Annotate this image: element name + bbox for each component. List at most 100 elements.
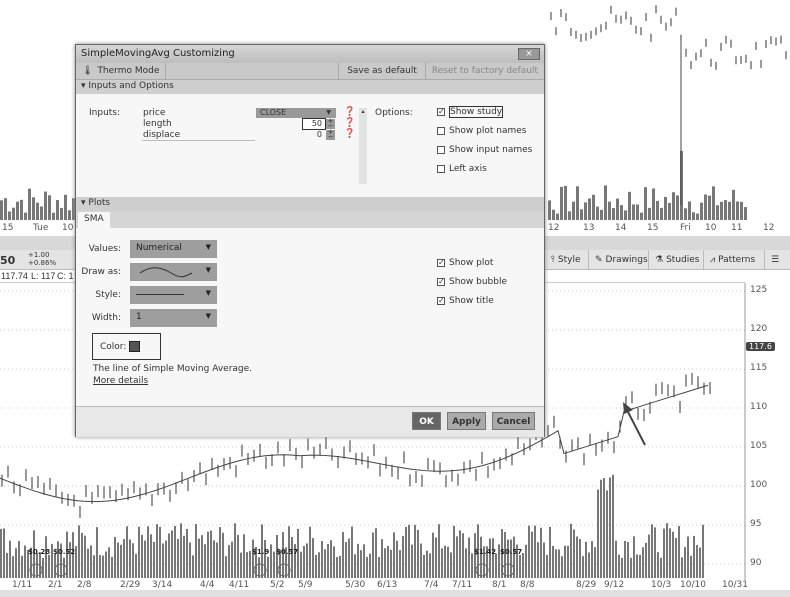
dividend-icon — [501, 563, 515, 577]
volume-bar — [606, 490, 608, 578]
dividend-label[interactable]: $0.52 — [53, 548, 76, 556]
dividend-label[interactable]: $1.9 — [252, 548, 270, 556]
style-button[interactable]: ⫯ Style — [544, 250, 587, 270]
option-checkbox[interactable]: Show plot names — [437, 126, 526, 136]
date-tick: 10/3 — [651, 580, 672, 590]
volume-bar — [63, 557, 65, 578]
inputs-section-header[interactable]: ▾ Inputs and Options — [76, 80, 544, 94]
volume-bar — [537, 542, 539, 578]
volume-bar — [52, 212, 55, 220]
option-checkbox[interactable]: Left axis — [437, 164, 487, 174]
volume-bar — [96, 527, 98, 578]
volume-bar — [195, 523, 197, 578]
volume-bar — [447, 546, 449, 578]
studies-button[interactable]: ⚗ Studies — [648, 250, 705, 270]
time-label: 15 — [647, 223, 659, 233]
displace-input[interactable]: 0 — [316, 130, 322, 139]
volume-bar — [267, 556, 269, 578]
menu-button[interactable]: ☰ — [764, 250, 785, 270]
volume-bar — [564, 185, 567, 220]
plot-option-checkbox[interactable]: ✓ Show plot — [437, 258, 493, 268]
length-stepper[interactable]: + − — [326, 117, 335, 130]
volume-bar — [405, 526, 407, 578]
date-tick: 8/8 — [520, 580, 535, 590]
help-icon[interactable]: ❓ — [344, 107, 356, 117]
thermo-mode-button[interactable]: 🌡 Thermo Mode — [76, 63, 167, 79]
plots-panel: Values: Numerical ▼ Draw as: ▼ Style: ▼ W… — [76, 228, 544, 405]
volume-bar — [42, 557, 44, 578]
dividend-label[interactable]: $1.42 — [474, 548, 497, 556]
patterns-button[interactable]: ⩘ Patterns — [703, 250, 761, 270]
volume-bar — [654, 527, 656, 578]
price-select[interactable]: CLOSE ▼ — [256, 108, 336, 118]
more-details-link[interactable]: More details — [93, 376, 149, 386]
volume-bar — [648, 534, 650, 578]
help-icon[interactable]: ❓ — [344, 129, 356, 139]
color-swatch[interactable] — [129, 341, 140, 352]
volume-bar — [261, 524, 263, 578]
plot-option-checkbox[interactable]: ✓ Show title — [437, 296, 494, 306]
drawings-button[interactable]: ✎ Drawings — [588, 250, 654, 270]
volume-bar — [453, 525, 455, 578]
tab-sma[interactable]: SMA — [78, 212, 110, 228]
time-label: 13 — [583, 223, 595, 233]
values-select[interactable]: Numerical ▼ — [130, 240, 217, 258]
color-label: Color: — [100, 342, 127, 352]
style-select[interactable]: ▼ — [130, 286, 217, 304]
volume-bar — [585, 541, 587, 578]
volume-bar — [4, 198, 7, 220]
volume-bar — [363, 544, 365, 578]
volume-bar — [285, 547, 287, 578]
inputs-scrollbar[interactable]: ▴ — [359, 108, 367, 184]
ok-button[interactable]: OK — [412, 412, 441, 430]
length-input[interactable]: 50 — [302, 118, 326, 130]
plot-option-checkbox[interactable]: ✓ Show bubble — [437, 277, 507, 287]
volume-bar — [138, 526, 140, 578]
dividend-label[interactable]: $0.28 — [28, 548, 51, 556]
thermometer-icon: 🌡 — [82, 66, 94, 76]
price-tick: 115 — [750, 363, 768, 373]
volume-bar — [12, 556, 14, 578]
close-button[interactable]: × — [518, 48, 540, 60]
volume-bar — [570, 523, 572, 578]
volume-bar — [102, 555, 104, 578]
volume-bar — [712, 186, 715, 220]
dialog-title: SimpleMovingAvg Customizing — [76, 45, 544, 63]
volume-bar — [480, 536, 482, 578]
save-as-default-button[interactable]: Save as default — [338, 63, 425, 79]
volume-bar — [656, 200, 659, 220]
volume-bar — [309, 526, 311, 578]
volume-bar — [15, 548, 17, 578]
volume-bar — [429, 553, 431, 578]
apply-button[interactable]: Apply — [447, 412, 486, 430]
width-select[interactable]: 1 ▼ — [130, 309, 217, 327]
option-checkbox[interactable]: ✓ Show study — [437, 106, 504, 118]
displace-stepper[interactable]: + − — [326, 128, 335, 141]
plots-section-header[interactable]: ▾ Plots — [76, 197, 544, 211]
dividend-label[interactable]: $0.57 — [276, 548, 299, 556]
reset-to-factory-default-button[interactable]: Reset to factory default — [424, 63, 544, 79]
volume-bar — [519, 554, 521, 578]
price-tick: 95 — [750, 519, 762, 529]
help-icon[interactable]: ❓ — [344, 118, 356, 128]
option-checkbox[interactable]: Show input names — [437, 145, 532, 155]
volume-bar — [32, 197, 35, 220]
volume-bar — [279, 549, 281, 578]
price-tick: 100 — [750, 480, 768, 490]
volume-bar — [3, 528, 5, 578]
volume-bar — [153, 541, 155, 578]
cancel-button[interactable]: Cancel — [492, 412, 535, 430]
volume-bar — [375, 528, 377, 578]
volume-bar — [339, 555, 341, 578]
volume-bar — [556, 213, 559, 220]
draw-as-select[interactable]: ▼ — [130, 263, 217, 281]
volume-bar — [315, 555, 317, 578]
volume-bar — [615, 540, 617, 578]
volume-bar — [171, 530, 173, 578]
volume-bar — [507, 539, 509, 578]
dividend-label[interactable]: $0.57 — [500, 548, 523, 556]
volume-bar — [228, 545, 230, 578]
horizontal-scrollbar[interactable] — [0, 590, 790, 597]
volume-bar — [36, 202, 39, 220]
date-tick: 6/13 — [377, 580, 398, 590]
